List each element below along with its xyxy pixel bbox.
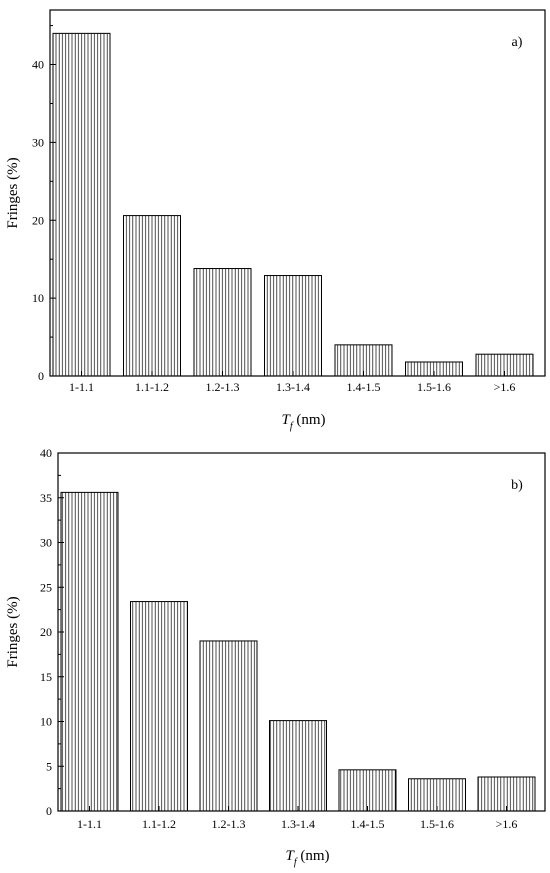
- bar-1.3-1.4: [264, 275, 322, 377]
- chart-panel-a: 0 10 20 30 40 1-1.1 1.1-1.2 1.2-1.3 1.3-1.4 1.4-1…: [5, 9, 546, 432]
- plot-frame: [49, 9, 546, 377]
- x-tick-label: 1.5-1.6: [420, 817, 454, 831]
- x-tick-label: 1.1-1.2: [142, 817, 176, 831]
- y-tick-label: 10: [32, 291, 44, 305]
- x-axis-title: Tf (nm): [281, 412, 325, 432]
- panel-label: b): [511, 478, 523, 493]
- x-axis-title-subscript: f: [290, 421, 294, 432]
- x-axis-title: Tf (nm): [285, 848, 329, 868]
- y-axis-title: Fringes (%): [5, 157, 21, 228]
- x-tick-label: 1.1-1.2: [135, 380, 169, 394]
- y-tick-label: 25: [40, 580, 52, 594]
- x-tick-label: 1-1.1: [77, 817, 102, 831]
- x-tick-label: 1.4-1.5: [347, 380, 381, 394]
- y-tick-label: 20: [32, 213, 44, 227]
- x-tick-label: 1.2-1.3: [206, 380, 240, 394]
- bar->1.6: [477, 776, 536, 812]
- panel-label: a): [512, 35, 523, 50]
- bar-1.4-1.5: [334, 344, 393, 377]
- x-tick-label: 1.3-1.4: [276, 380, 310, 394]
- x-tick-label: 1.4-1.5: [351, 817, 385, 831]
- bar-1.2-1.3: [193, 268, 252, 377]
- y-tick-label: 35: [40, 491, 52, 505]
- y-tick-label: 40: [32, 58, 44, 72]
- bar-1.4-1.5: [338, 769, 397, 812]
- x-axis-title-symbol: T: [281, 412, 291, 428]
- x-tick-label: 1.2-1.3: [212, 817, 246, 831]
- y-tick-label: 5: [46, 759, 52, 773]
- x-tick-label: >1.6: [496, 817, 518, 831]
- y-axis-title: Fringes (%): [5, 596, 21, 667]
- bar-1.1-1.2: [130, 601, 188, 812]
- y-tick-label: 15: [40, 670, 52, 684]
- x-tick-label: 1.5-1.6: [417, 380, 451, 394]
- x-axis-title-unit: (nm): [293, 412, 326, 428]
- x-tick-label: 1-1.1: [69, 380, 94, 394]
- y-tick-label: 40: [40, 446, 52, 460]
- x-tick-label: >1.6: [494, 380, 516, 394]
- bar-1-1.1: [52, 32, 111, 377]
- x-axis-title-subscript: f: [294, 857, 298, 868]
- bar-1.1-1.2: [123, 215, 181, 377]
- y-tick-label: 30: [40, 536, 52, 550]
- bar-1.3-1.4: [269, 720, 327, 812]
- y-tick-label: 0: [46, 804, 52, 818]
- x-axis-title-symbol: T: [285, 848, 295, 864]
- y-tick-label: 20: [40, 625, 52, 639]
- y-tick-label: 0: [38, 369, 44, 383]
- bar-1-1.1: [60, 491, 119, 812]
- y-tick-label: 30: [32, 135, 44, 149]
- chart-panel-b: 0 5 10 15 20 25 30 35 40 1-1.1 1.1-1.2 1.2-1.3 1.3-1…: [5, 446, 546, 868]
- y-tick-label: 10: [40, 715, 52, 729]
- x-tick-label: 1.3-1.4: [281, 817, 315, 831]
- x-axis-title-unit: (nm): [297, 848, 330, 864]
- bar-1.2-1.3: [199, 640, 258, 812]
